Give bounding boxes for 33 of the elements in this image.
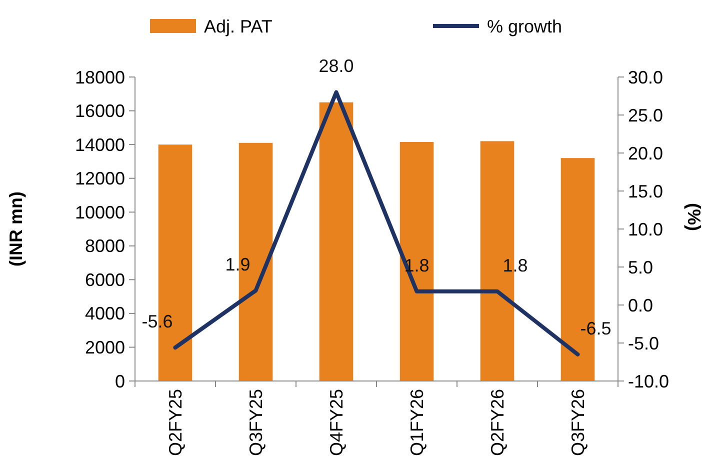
y2-tick-label: -5.0: [628, 333, 660, 354]
y-tick-label: 4000: [84, 304, 125, 324]
bar: [400, 142, 434, 381]
y-tick-label: 10000: [74, 202, 125, 222]
x-tick-label: Q4FY25: [326, 389, 347, 456]
y-tick-label: 8000: [84, 236, 125, 256]
legend-label: % growth: [487, 16, 562, 36]
legend-label: Adj. PAT: [204, 16, 272, 36]
y2-tick-label: 30.0: [628, 67, 664, 88]
x-tick-label: Q2FY25: [166, 389, 186, 456]
y2-tick-label: -10.0: [628, 371, 670, 392]
y-tick-label: 18000: [74, 67, 125, 88]
y-tick-label: 16000: [74, 101, 125, 122]
y-tick-label: 2000: [84, 338, 125, 358]
x-tick-label: Q2FY26: [488, 389, 508, 456]
y2-tick-label: 5.0: [628, 257, 654, 278]
x-tick-label: Q3FY26: [568, 389, 588, 456]
line-series: [173, 90, 580, 356]
bar: [319, 102, 354, 381]
y-tick-label: 6000: [84, 270, 125, 290]
y2-tick-label: 25.0: [628, 105, 664, 126]
x-tick-label: Q3FY25: [246, 389, 266, 456]
y2-tick-label: 0.0: [628, 295, 654, 316]
y2-axis-title: (%): [684, 203, 702, 231]
data-label: 28.0: [318, 56, 354, 76]
y2-tick-label: 20.0: [628, 143, 664, 164]
y2-tick-label: 10.0: [628, 219, 664, 240]
x-tick-label: Q1FY26: [407, 389, 428, 456]
y2-tick-label: 15.0: [628, 181, 664, 202]
y-tick-label: 14000: [74, 134, 125, 155]
y-axis-title: (INR mn): [6, 192, 26, 266]
y-tick-label: 0: [114, 371, 125, 392]
y-tick-label: 12000: [74, 168, 125, 189]
